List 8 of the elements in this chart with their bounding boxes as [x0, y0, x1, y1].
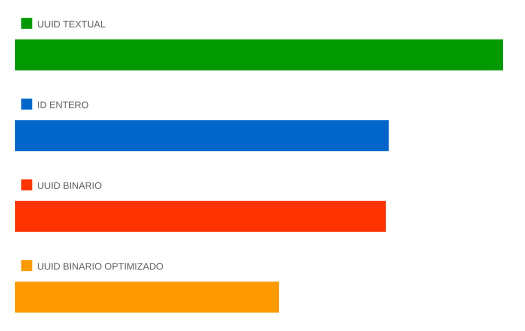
y-tick-label: UUID TEXTUAL	[38, 20, 106, 28]
y-tick-label: ID ENTERO	[38, 102, 88, 108]
bar	[15, 200, 386, 232]
bar	[15, 39, 504, 70]
y-tick-label: UUID BINARIO	[38, 182, 102, 189]
y-tick-label: UUID BINARIO OPTIMIZADO	[38, 262, 163, 270]
bar	[15, 120, 389, 152]
bar	[15, 282, 280, 313]
